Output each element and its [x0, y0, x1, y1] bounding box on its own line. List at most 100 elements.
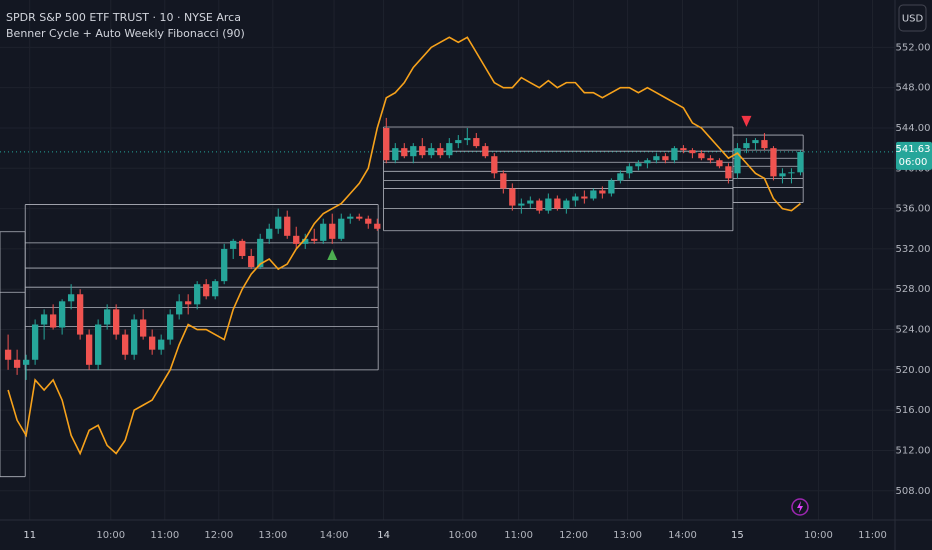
- x-tick-label: 12:00: [559, 530, 588, 541]
- candle-body: [311, 238, 318, 241]
- candle-body: [743, 143, 750, 149]
- signal-marker: [327, 248, 338, 260]
- candle-body: [320, 223, 327, 241]
- candle-body: [347, 216, 354, 219]
- candle-body: [356, 216, 363, 219]
- candle-body: [383, 127, 390, 161]
- candle-body: [338, 218, 345, 239]
- candle-body: [419, 146, 426, 156]
- candle-body: [67, 294, 75, 302]
- candle-body: [626, 166, 633, 174]
- candle-body: [473, 138, 480, 147]
- x-tick-label: 15: [731, 530, 744, 541]
- y-tick-label: 528.00: [896, 284, 931, 295]
- candle-body: [671, 148, 678, 161]
- candle-body: [527, 200, 534, 204]
- candle-body: [752, 140, 759, 144]
- candle-body: [617, 173, 624, 181]
- candle-body: [545, 198, 552, 211]
- candle-body: [482, 146, 489, 157]
- event-bolt: [797, 501, 803, 513]
- x-tick-label: 13:00: [258, 530, 287, 541]
- candle-body: [22, 359, 30, 365]
- candle-body: [770, 148, 777, 177]
- candle-body: [635, 163, 642, 167]
- candle-body: [248, 255, 255, 268]
- candle-body: [680, 148, 687, 151]
- candle-body: [536, 200, 543, 211]
- candle-body: [230, 240, 237, 249]
- y-tick-label: 548.00: [896, 83, 931, 94]
- candle-body: [185, 301, 192, 305]
- y-tick-label: 512.00: [896, 445, 931, 456]
- candle-body: [599, 190, 606, 194]
- candle-body: [58, 301, 66, 328]
- y-tick-label: 544.00: [896, 123, 931, 134]
- candle-body: [563, 200, 570, 209]
- x-tick-label: 11: [23, 530, 36, 541]
- y-tick-label: 552.00: [896, 42, 931, 53]
- candle-body: [293, 235, 300, 244]
- chart-title: SPDR S&P 500 ETF TRUST · 10 · NYSE Arca: [6, 11, 241, 24]
- currency-label[interactable]: USD: [902, 14, 924, 25]
- candle-body: [266, 228, 273, 239]
- y-tick-label: 508.00: [896, 486, 931, 497]
- candle-body: [788, 172, 795, 174]
- candle-body: [113, 309, 120, 335]
- candle-body: [779, 173, 786, 177]
- x-tick-label: 11:00: [504, 530, 533, 541]
- candle-body: [131, 319, 138, 355]
- candle-body: [761, 140, 768, 149]
- candle-body: [446, 143, 453, 156]
- candle-body: [392, 148, 399, 161]
- candle-body: [4, 349, 12, 360]
- candle-body: [464, 138, 471, 141]
- candle-body: [491, 156, 498, 174]
- countdown-label: 06:00: [899, 157, 928, 168]
- candle-body: [140, 319, 147, 337]
- candle-body: [176, 301, 183, 315]
- y-tick-label: 520.00: [896, 365, 931, 376]
- x-tick-label: 11:00: [150, 530, 179, 541]
- candle-body: [644, 160, 651, 164]
- candle-body: [653, 156, 660, 161]
- candle-body: [374, 223, 381, 229]
- candle-body: [725, 166, 732, 179]
- candle-body: [707, 158, 714, 161]
- candle-body: [401, 148, 408, 157]
- candle-body: [581, 196, 588, 199]
- event-icon[interactable]: [791, 498, 809, 516]
- candle-body: [257, 238, 264, 268]
- candle-body: [329, 223, 336, 239]
- x-tick-label: 10:00: [96, 530, 125, 541]
- y-tick-label: 536.00: [896, 204, 931, 215]
- candle-body: [221, 248, 228, 282]
- x-tick-label: 10:00: [448, 530, 477, 541]
- y-tick-label: 516.00: [896, 405, 931, 416]
- candle-body: [716, 160, 723, 167]
- candle-body: [518, 203, 525, 206]
- plot-area: [0, 0, 895, 520]
- candle-body: [167, 314, 174, 340]
- candle-body: [103, 309, 111, 325]
- last-price-badge: [896, 141, 932, 170]
- candle-body: [149, 336, 156, 350]
- cycle-line: [7, 36, 801, 456]
- candle-body: [284, 216, 291, 236]
- x-tick-label: 14:00: [320, 530, 349, 541]
- y-tick-label: 532.00: [896, 244, 931, 255]
- candle-body: [509, 188, 516, 206]
- x-tick-label: 13:00: [613, 530, 642, 541]
- candle-body: [410, 146, 417, 157]
- indicator-title: Benner Cycle + Auto Weekly Fibonacci (90…: [6, 27, 245, 40]
- candle-body: [158, 339, 165, 350]
- candle-body: [428, 148, 435, 156]
- signal-marker: [741, 115, 752, 127]
- currency-button[interactable]: [898, 4, 927, 32]
- candle-body: [590, 190, 597, 199]
- candle-body: [662, 156, 669, 161]
- candle-body: [76, 294, 84, 335]
